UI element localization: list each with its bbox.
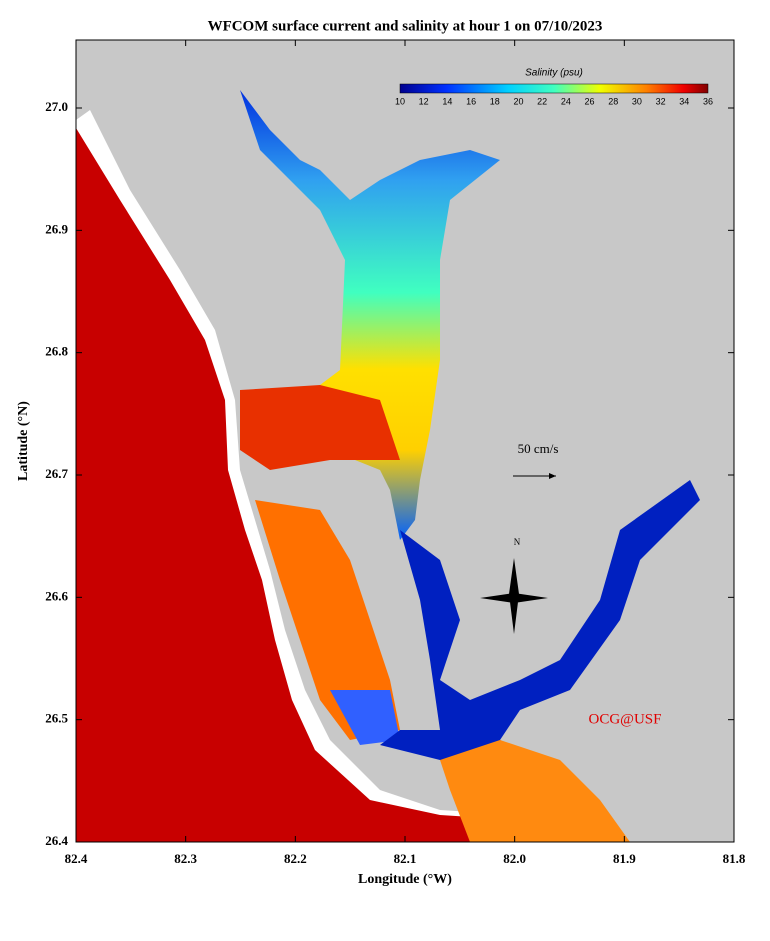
x-tick-label: 82.1	[394, 851, 417, 866]
colorbar-tick-label: 18	[490, 96, 500, 106]
x-tick-label: 81.8	[723, 851, 746, 866]
colorbar-tick-label: 16	[466, 96, 476, 106]
caloosahatchee	[380, 480, 700, 770]
colorbar-tick-label: 24	[561, 96, 571, 106]
pine-island-sound	[255, 500, 400, 740]
title: WFCOM surface current and salinity at ho…	[208, 18, 603, 34]
map	[76, 90, 700, 842]
y-tick-label: 26.8	[45, 344, 68, 359]
y-tick-label: 26.4	[45, 833, 68, 848]
y-tick-label: 26.9	[45, 221, 68, 236]
scale-label: 50 cm/s	[518, 441, 559, 456]
y-tick-label: 27.0	[45, 99, 68, 114]
colorbar-tick-label: 26	[585, 96, 595, 106]
colorbar-tick-label: 14	[442, 96, 452, 106]
colorbar-tick-label: 22	[537, 96, 547, 106]
compass-rose	[480, 558, 548, 634]
y-tick-label: 26.7	[45, 466, 68, 481]
colorbar-tick-label: 30	[632, 96, 642, 106]
colorbar-tick-label: 34	[679, 96, 689, 106]
x-tick-label: 82.2	[284, 851, 307, 866]
colorbar-tick-label: 10	[395, 96, 405, 106]
x-tick-label: 81.9	[613, 851, 636, 866]
credit: OCG@USF	[588, 711, 661, 727]
colorbar-tick-label: 20	[513, 96, 523, 106]
scale-arrow-head	[549, 473, 556, 479]
gulf-water	[76, 128, 620, 842]
x-tick-label: 82.3	[174, 851, 197, 866]
y-tick-label: 26.6	[45, 588, 68, 603]
colorbar-tick-label: 36	[703, 96, 713, 106]
colorbar	[399, 83, 709, 94]
colorbar-tick-label: 28	[608, 96, 618, 106]
x-tick-label: 82.4	[65, 851, 88, 866]
compass-label: N	[514, 537, 521, 547]
x-tick-label: 82.0	[503, 851, 526, 866]
colorbar-tick-label: 32	[656, 96, 666, 106]
colorbar-tick-label: 12	[419, 96, 429, 106]
harbor-mouth	[240, 385, 400, 470]
estero-bay	[440, 740, 630, 842]
sound-south	[330, 690, 400, 745]
x-axis-label: Longitude (°W)	[358, 872, 452, 887]
y-axis-label: Latitude (°N)	[16, 401, 31, 481]
colorbar-label: Salinity (psu)	[525, 68, 583, 79]
y-tick-label: 26.5	[45, 711, 68, 726]
